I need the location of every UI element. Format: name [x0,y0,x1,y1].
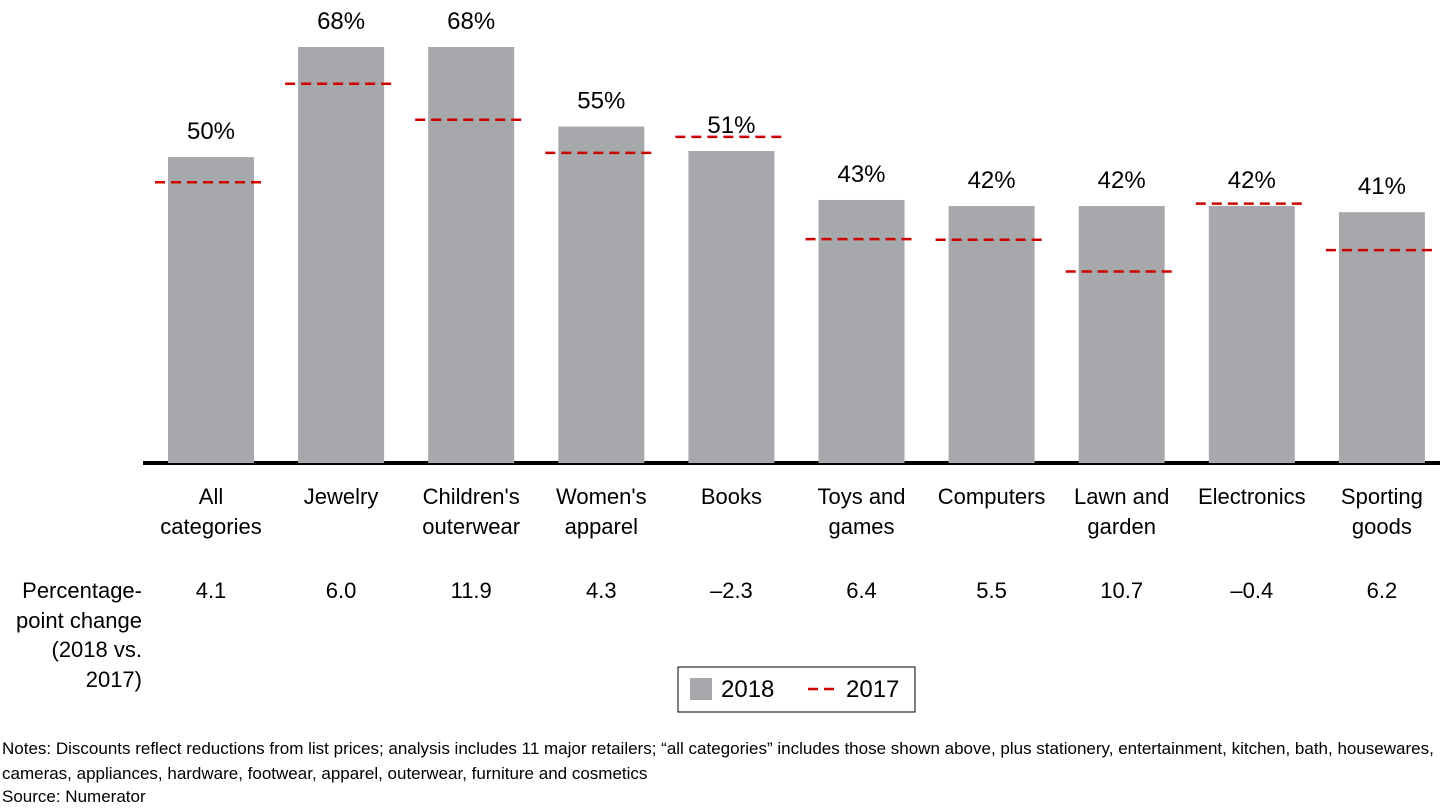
change-value: 6.0 [325,578,357,603]
value-label: 51% [707,112,755,139]
value-label: 55% [577,88,625,115]
category-label: Books [700,484,762,509]
value-label: 50% [187,118,235,145]
value-label: 42% [1228,167,1276,194]
bar [168,157,254,463]
category-label: Toys and games [817,484,906,539]
value-label: 42% [1098,167,1146,194]
bar [298,47,385,463]
legend-label: 2018 [721,676,774,703]
change-value: –2.3 [709,578,753,603]
legend-box [677,666,916,713]
value-label: 41% [1358,173,1406,200]
value-label: 68% [447,8,495,35]
bar [1078,206,1165,463]
bar [1338,212,1425,463]
change-value: 5.5 [976,578,1007,603]
category-label: Jewelry [303,484,379,509]
category-label: Sporting goods [1340,484,1423,539]
bar [818,199,905,464]
value-label: 68% [317,8,365,35]
change-value: 4.3 [586,578,617,603]
change-value: –0.4 [1230,578,1274,603]
change-row-label: Percentage-point change (2018 vs. 2017) [16,578,142,692]
category-label: Computers [937,484,1046,509]
legend-label: 2017 [846,676,899,703]
bar [1208,206,1295,463]
category-label: Children's outerwear [422,484,521,539]
change-value: 6.4 [846,578,877,603]
category-label: All categories [160,484,262,539]
change-value: 4.1 [195,578,227,603]
bar [948,206,1035,463]
legend-swatch [690,678,712,700]
value-label: 43% [837,161,885,188]
change-value: 6.2 [1366,578,1398,603]
notes: Notes: Discounts reflect reductions from… [2,739,1434,783]
bar [428,47,515,463]
change-value: 10.7 [1100,578,1144,603]
category-label: Lawn and garden [1073,484,1170,539]
value-label: 42% [968,167,1016,194]
category-label: Women's apparel [555,484,647,539]
bar [688,151,775,463]
category-label: Electronics [1198,484,1306,509]
bar [558,126,645,463]
change-value: 11.9 [450,578,492,603]
source: Source: Numerator [2,787,146,806]
